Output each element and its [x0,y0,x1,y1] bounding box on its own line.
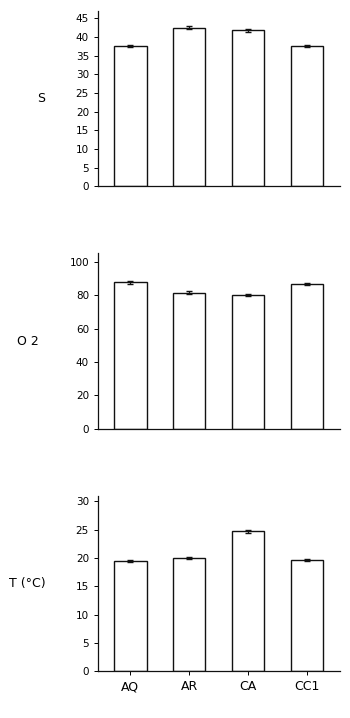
Y-axis label: T (°C): T (°C) [8,577,45,590]
Bar [114,282,147,429]
Bar [291,284,323,429]
Y-axis label: S: S [37,92,45,105]
Bar [291,560,323,671]
Bar [173,558,205,671]
Bar [232,30,264,187]
Bar [173,292,205,429]
Bar [232,531,264,671]
Bar [291,46,323,187]
Bar [232,295,264,429]
Bar [114,561,147,671]
Bar [173,27,205,187]
Bar [114,46,147,187]
Y-axis label: O 2: O 2 [17,335,39,348]
